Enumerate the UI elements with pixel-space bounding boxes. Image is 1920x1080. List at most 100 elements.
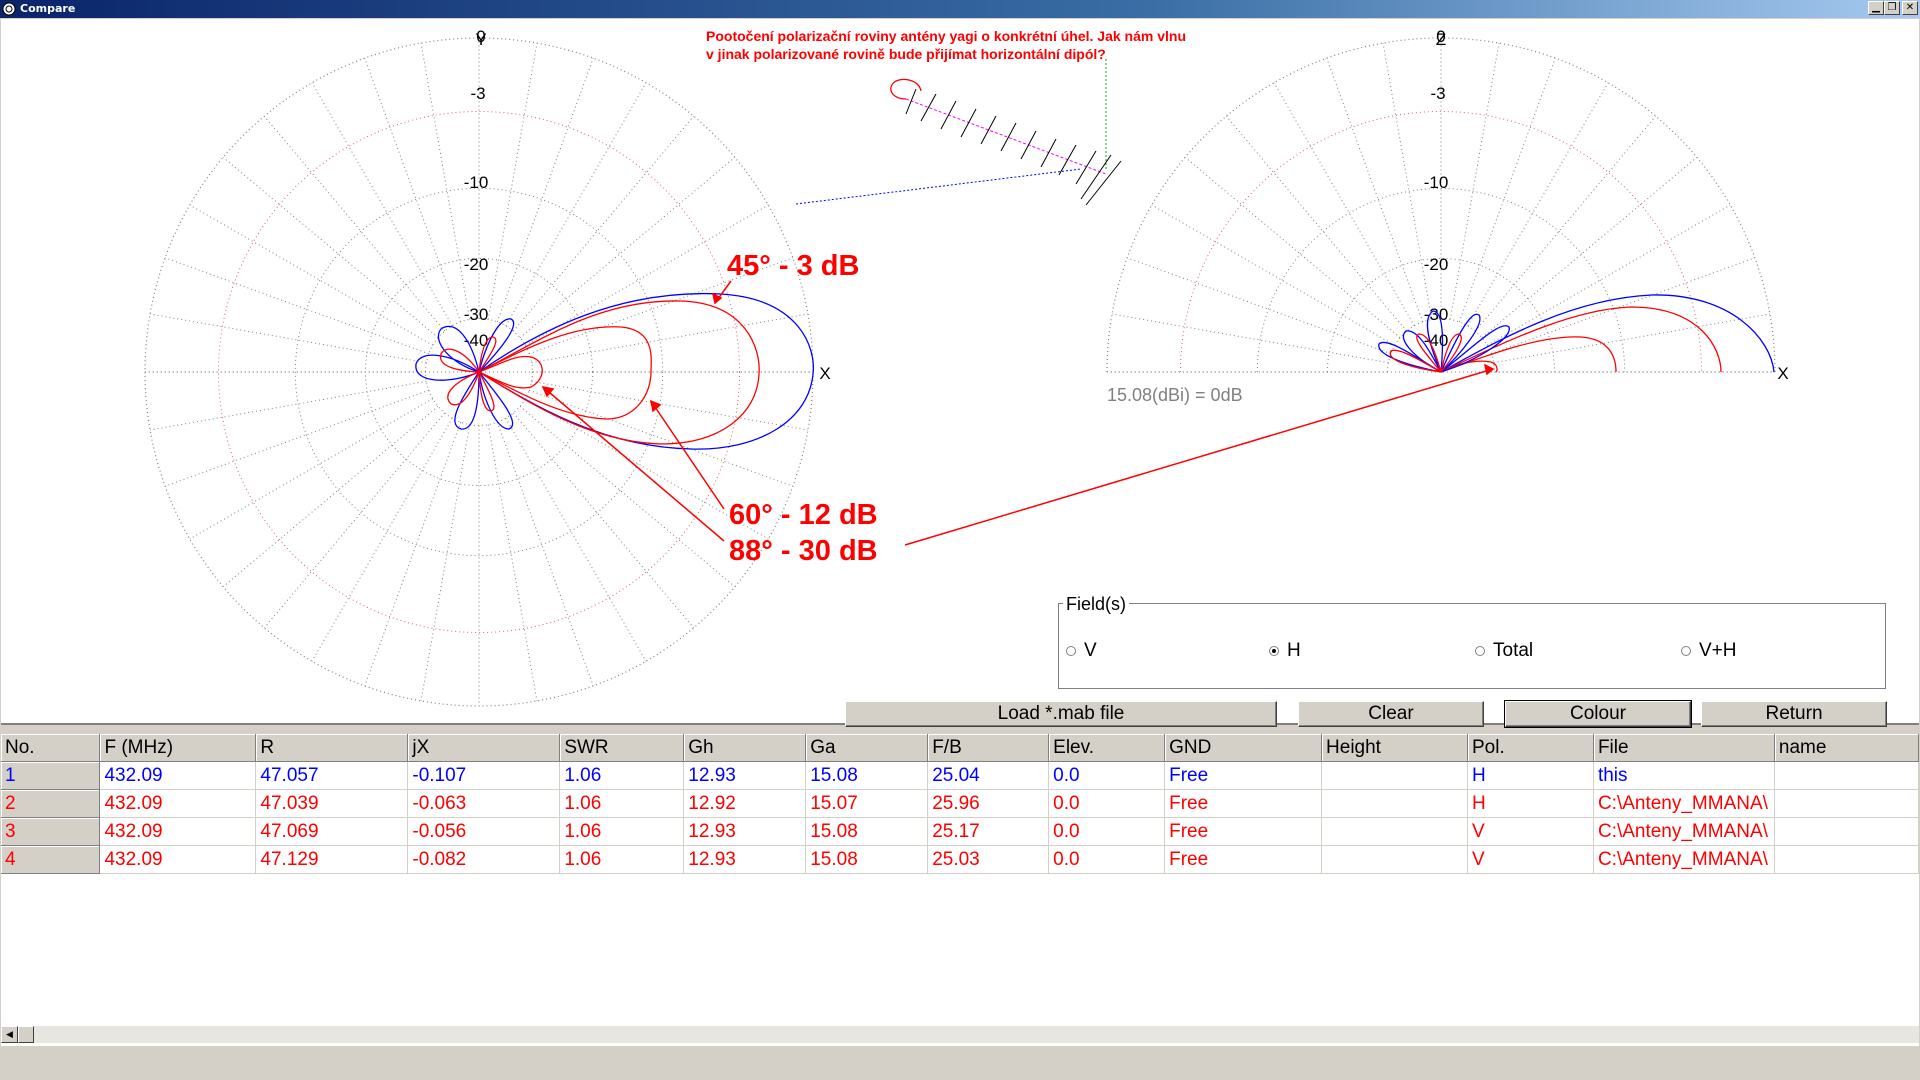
table-row[interactable]: 2 432.09 47.039 -0.063 1.06 12.92 15.07 25.96 0.… (1, 789, 1919, 818)
clear-button[interactable]: Clear (1298, 701, 1484, 727)
column-header[interactable]: R (255, 734, 409, 762)
left-grid-spoke-21 (189, 398, 433, 540)
table-cell[interactable]: 15.08 (805, 817, 929, 846)
radio-vh[interactable]: V+H (1681, 640, 1737, 662)
radio-h[interactable]: H (1269, 640, 1301, 662)
table-cell[interactable]: 12.93 (683, 761, 807, 790)
colour-button[interactable]: Colour (1504, 700, 1692, 728)
table-cell[interactable]: 12.93 (683, 817, 807, 846)
table-cell[interactable]: H (1467, 761, 1594, 790)
table-cell[interactable]: this (1593, 761, 1775, 790)
close-button[interactable]: ✕ (1902, 1, 1918, 15)
table-cell[interactable]: 25.96 (927, 789, 1050, 818)
table-cell[interactable]: 25.04 (927, 761, 1050, 790)
table-cell[interactable]: 432.09 (99, 761, 257, 790)
row-number-cell[interactable]: 3 (1, 817, 101, 846)
table-cell[interactable]: -0.082 (407, 845, 561, 874)
table-cell[interactable]: H (1467, 789, 1594, 818)
scroll-thumb[interactable] (18, 1026, 34, 1043)
table-cell[interactable]: Free (1164, 789, 1323, 818)
left-grid-spoke-22 (222, 405, 439, 588)
table-cell[interactable]: 15.08 (805, 845, 929, 874)
column-header[interactable]: No. (1, 734, 101, 762)
table-cell[interactable]: V (1467, 817, 1594, 846)
column-header[interactable]: Elev. (1048, 734, 1166, 762)
column-header[interactable]: F/B (927, 734, 1050, 762)
radio-total[interactable]: Total (1475, 640, 1533, 662)
table-cell[interactable] (1774, 845, 1919, 874)
table-cell[interactable]: C:\Anteny_MMANA\ (1593, 817, 1775, 846)
restore-button[interactable]: ❐ (1884, 1, 1900, 15)
column-header[interactable]: Gh (683, 734, 807, 762)
table-cell[interactable]: 12.93 (683, 845, 807, 874)
table-cell[interactable]: 47.129 (255, 845, 409, 874)
row-number-cell[interactable]: 1 (1, 761, 101, 790)
table-cell[interactable]: Free (1164, 761, 1323, 790)
return-button[interactable]: Return (1701, 701, 1887, 727)
column-header[interactable]: F (MHz) (99, 734, 257, 762)
minimize-icon: ▁ (1872, 2, 1880, 13)
table-cell[interactable]: 432.09 (99, 845, 257, 874)
table-cell[interactable]: 15.07 (805, 789, 929, 818)
row-number-cell[interactable]: 2 (1, 789, 101, 818)
table-cell[interactable]: C:\Anteny_MMANA\ (1593, 789, 1775, 818)
right-main-lobe-blue (1440, 294, 1775, 373)
column-header[interactable]: Ga (805, 734, 929, 762)
scroll-left-button[interactable]: ◀ (1, 1026, 18, 1043)
table-cell[interactable]: 25.03 (927, 845, 1050, 874)
column-header[interactable]: SWR (559, 734, 685, 762)
column-header[interactable]: name (1774, 734, 1919, 762)
table-cell[interactable]: -0.107 (407, 761, 561, 790)
table-cell[interactable]: 47.039 (255, 789, 409, 818)
column-header[interactable]: Pol. (1467, 734, 1594, 762)
note-line-2: v jinak polarizované rovině bude přijíma… (706, 46, 1106, 62)
table-cell[interactable]: 15.08 (805, 761, 929, 790)
table-cell[interactable]: Free (1164, 845, 1323, 874)
table-cell[interactable] (1321, 817, 1468, 846)
table-cell[interactable]: 12.92 (683, 789, 807, 818)
arrow-88-right (904, 368, 1494, 546)
column-header[interactable]: Height (1321, 734, 1468, 762)
table-cell[interactable] (1774, 789, 1919, 818)
table-cell[interactable]: C:\Anteny_MMANA\ (1593, 845, 1775, 874)
table-cell[interactable]: 0.0 (1048, 845, 1166, 874)
table-cell[interactable]: 47.057 (255, 761, 409, 790)
right-db-label-3: -3 (1430, 84, 1445, 103)
table-cell[interactable]: 47.069 (255, 817, 409, 846)
table-row[interactable]: 3 432.09 47.069 -0.056 1.06 12.93 15.08 25.17 0.… (1, 817, 1919, 846)
radio-v[interactable]: V (1066, 640, 1097, 662)
table-cell[interactable]: 0.0 (1048, 817, 1166, 846)
load-mab-button[interactable]: Load *.mab file (845, 701, 1277, 727)
left-grid-spoke-35 (531, 380, 809, 431)
table-cell[interactable]: 432.09 (99, 817, 257, 846)
table-cell[interactable] (1321, 761, 1468, 790)
table-cell[interactable]: 0.0 (1048, 789, 1166, 818)
table-cell[interactable]: Free (1164, 817, 1323, 846)
right-db-label-30: -30 (1424, 305, 1449, 324)
row-number-cell[interactable]: 4 (1, 845, 101, 874)
table-cell[interactable]: -0.056 (407, 817, 561, 846)
right-grid-spoke-14 (1184, 156, 1401, 339)
table-row[interactable]: 4 432.09 47.129 -0.082 1.06 12.93 15.08 25.03 0.… (1, 845, 1919, 874)
table-cell[interactable]: 25.17 (927, 817, 1050, 846)
minimize-button[interactable]: ▁ (1868, 1, 1884, 15)
table-cell[interactable] (1321, 845, 1468, 874)
table-cell[interactable]: V (1467, 845, 1594, 874)
table-cell[interactable] (1321, 789, 1468, 818)
column-header[interactable]: jX (407, 734, 561, 762)
table-cell[interactable]: -0.063 (407, 789, 561, 818)
table-cell[interactable]: 432.09 (99, 789, 257, 818)
table-cell[interactable] (1774, 817, 1919, 846)
table-cell[interactable]: 1.06 (559, 789, 685, 818)
table-cell[interactable]: 1.06 (559, 817, 685, 846)
right-db-label-10: -10 (1424, 173, 1449, 192)
table-row[interactable]: 1 432.09 47.057 -0.107 1.06 12.93 15.08 25.04 0.… (1, 761, 1919, 790)
table-cell[interactable] (1774, 761, 1919, 790)
column-header[interactable]: File (1593, 734, 1775, 762)
column-header[interactable]: GND (1164, 734, 1323, 762)
table-cell[interactable]: 0.0 (1048, 761, 1166, 790)
horizontal-scrollbar[interactable]: ◀ (1, 1026, 1919, 1043)
table-cell[interactable]: 1.06 (559, 761, 685, 790)
table-cell[interactable]: 1.06 (559, 845, 685, 874)
